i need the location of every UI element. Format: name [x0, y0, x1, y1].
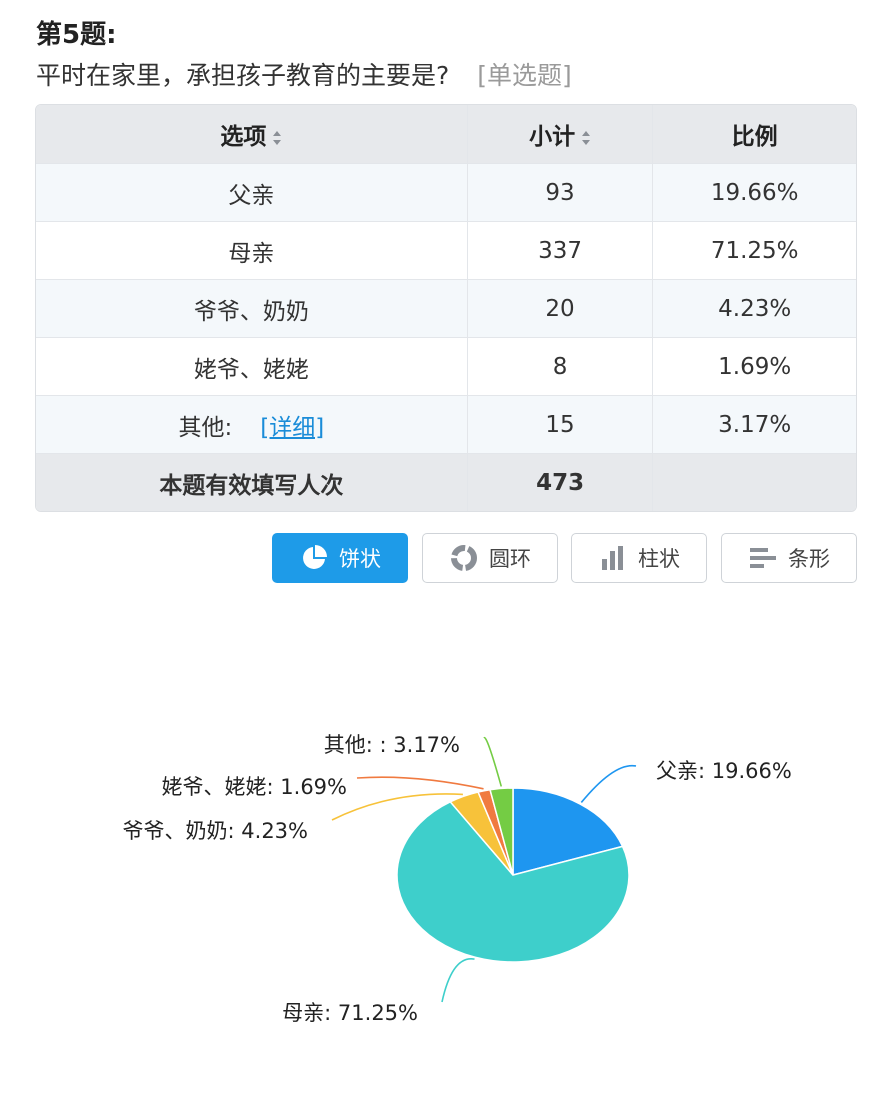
pie-label: 父亲: 19.66% — [656, 759, 792, 783]
option-cell: 爷爷、奶奶 — [36, 280, 468, 338]
percent-cell: 71.25% — [653, 222, 856, 280]
option-cell: 姥爷、姥姥 — [36, 338, 468, 396]
pie-leader-line — [580, 764, 637, 803]
pie-leader-line — [331, 793, 463, 821]
header-option-label: 选项 — [220, 124, 267, 150]
table-row: 父亲 93 19.66% — [36, 164, 856, 222]
column-chart-button[interactable]: 柱状 — [571, 533, 707, 583]
pie-label: 母亲: 71.25% — [282, 1001, 418, 1025]
pie-leader-line — [483, 737, 503, 787]
pie-label: 其他: : 3.17% — [324, 733, 460, 757]
chart-type-switcher: 饼状 圆环 柱状 条形 — [0, 533, 890, 585]
option-label: 其他: — [178, 414, 233, 441]
ring-button-label: 圆环 — [489, 547, 531, 571]
table-header-row: 选项 小计 比例 — [36, 105, 856, 164]
pie-leader-line — [441, 958, 475, 1003]
pie-label: 姥爷、姥姥: 1.69% — [162, 775, 347, 799]
bar-button-label: 条形 — [788, 547, 830, 571]
question-title: 平时在家里，承担孩子教育的主要是? [单选题] — [36, 56, 572, 92]
pie-chart: 父亲: 19.66% 母亲: 71.25% 爷爷、奶奶: 4.23% 姥爷、姥姥: 1… — [123, 733, 792, 1025]
sort-icon[interactable] — [272, 130, 282, 146]
ring-icon — [449, 543, 479, 573]
pie-icon — [299, 543, 329, 573]
question-text: 平时在家里，承担孩子教育的主要是? — [36, 61, 450, 90]
count-cell: 8 — [467, 338, 654, 396]
question-type: [单选题] — [477, 61, 572, 90]
percent-cell: 19.66% — [653, 164, 856, 222]
pie-slice[interactable] — [396, 800, 630, 963]
bar-icon — [748, 543, 778, 573]
count-cell: 337 — [467, 222, 654, 280]
option-cell: 父亲 — [36, 164, 468, 222]
pie-chart-button[interactable]: 饼状 — [272, 533, 408, 583]
total-row: 本题有效填写人次 473 — [36, 454, 856, 511]
percent-cell: 1.69% — [653, 338, 856, 396]
header-percent: 比例 — [653, 105, 856, 164]
results-table: 选项 小计 比例 父亲 93 19.66% 母亲 337 71.25% 爷爷、奶… — [35, 104, 857, 512]
header-count-label: 小计 — [529, 124, 576, 150]
pie-button-label: 饼状 — [339, 547, 381, 571]
total-empty — [653, 454, 856, 511]
pie-label: 爷爷、奶奶: 4.23% — [123, 819, 308, 843]
percent-cell: 4.23% — [653, 280, 856, 338]
count-cell: 15 — [467, 396, 654, 454]
table-row: 爷爷、奶奶 20 4.23% — [36, 280, 856, 338]
bar-chart-button[interactable]: 条形 — [721, 533, 857, 583]
header-option[interactable]: 选项 — [36, 105, 468, 164]
header-count[interactable]: 小计 — [467, 105, 654, 164]
total-count: 473 — [467, 454, 654, 511]
table-row: 其他: [详细] 15 3.17% — [36, 396, 856, 454]
question-number: 第5题: — [36, 20, 117, 50]
table-row: 姥爷、姥姥 8 1.69% — [36, 338, 856, 396]
pie-slice[interactable] — [489, 787, 514, 876]
ring-chart-button[interactable]: 圆环 — [422, 533, 558, 583]
table-row: 母亲 337 71.25% — [36, 222, 856, 280]
pie-leader-line — [356, 776, 484, 790]
option-cell: 母亲 — [36, 222, 468, 280]
column-button-label: 柱状 — [638, 547, 680, 571]
column-icon — [598, 543, 628, 573]
total-label: 本题有效填写人次 — [36, 454, 468, 511]
count-cell: 93 — [467, 164, 654, 222]
detail-link[interactable]: [详细] — [260, 414, 325, 441]
sort-icon[interactable] — [581, 130, 591, 146]
option-cell: 其他: [详细] — [36, 396, 468, 454]
percent-cell: 3.17% — [653, 396, 856, 454]
count-cell: 20 — [467, 280, 654, 338]
